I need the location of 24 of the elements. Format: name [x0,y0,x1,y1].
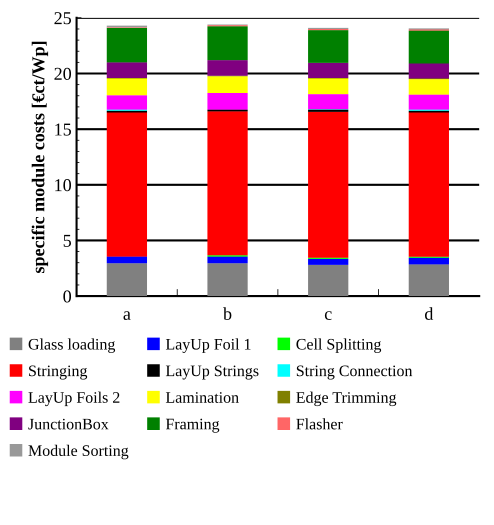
legend-label: Flasher [296,418,343,430]
y-tick-label: 25 [54,12,72,24]
legend-label: Framing [166,418,220,433]
y-tick-label: 20 [54,68,72,80]
legend-label: LayUp Foils 2 [28,392,120,406]
y-tick-label: 15 [55,123,72,136]
y-tick-label: 10 [55,179,72,192]
x-tick-label: c [324,311,332,320]
legend-label: Stringing [29,366,88,380]
legend-label: Cell Splitting [296,338,382,353]
legend-label: Lamination [166,392,239,403]
x-tick-label: d [424,307,434,320]
x-tick-label: a [124,311,131,320]
legend-label: Edge Trimming [296,392,396,406]
legend-label: JunctionBox [28,418,109,430]
y-tick-label: 0 [63,290,72,303]
legend-label: LayUp Foil 1 [166,338,251,353]
legend-label: Module Sorting [28,444,128,460]
y-axis-title: specific module costs [€ct/Wp] [32,42,48,274]
legend-label: Glass loading [28,338,116,353]
y-tick-label: 5 [64,234,72,247]
x-tick-label: b [223,307,232,320]
legend-label: String Connection [296,366,412,380]
legend-label: LayUp Strings [166,366,258,380]
